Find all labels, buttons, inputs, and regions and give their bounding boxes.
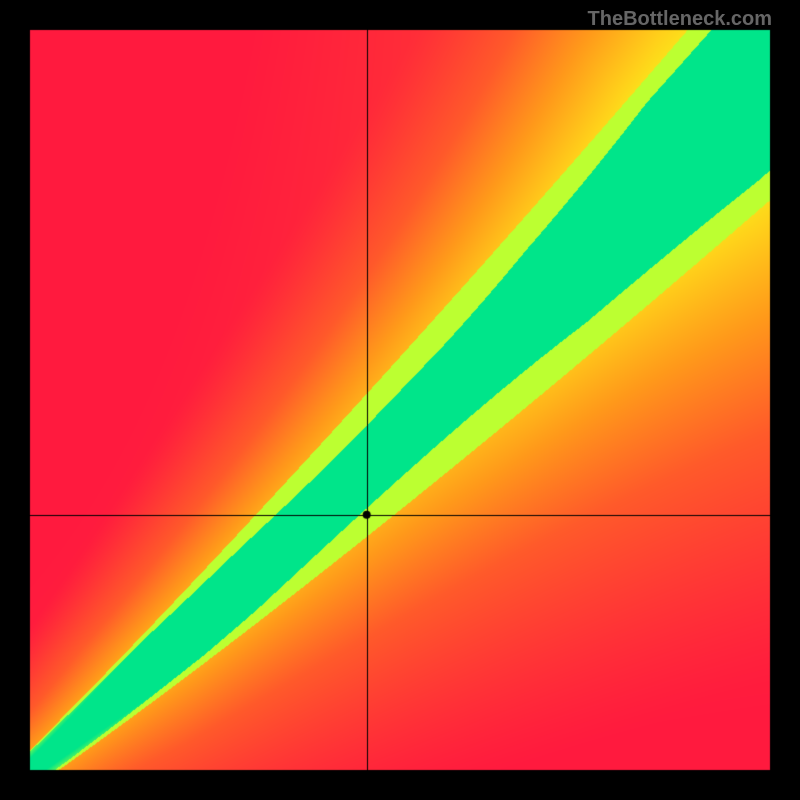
watermark-text: TheBottleneck.com: [588, 8, 772, 31]
chart-container: TheBottleneck.com: [0, 0, 800, 800]
bottleneck-heatmap: [0, 0, 800, 800]
